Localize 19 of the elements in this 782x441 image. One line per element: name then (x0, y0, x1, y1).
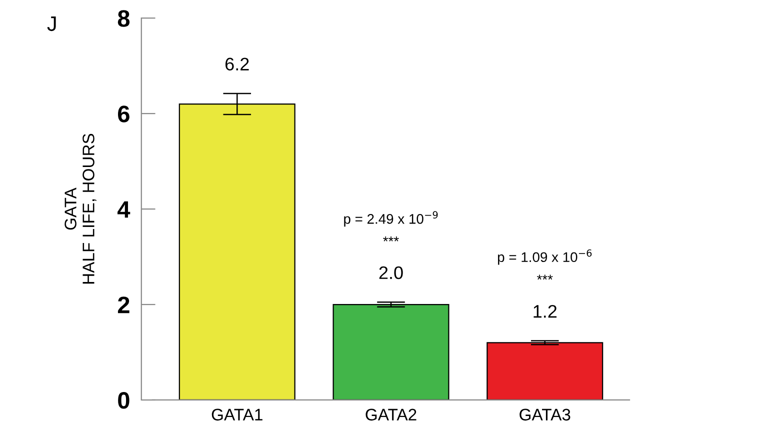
text: J (47, 16, 56, 32)
annotation: *** (536, 274, 553, 280)
annotation: p = 2.49 x 10$^{−9}$ (344, 211, 438, 227)
y-tick-label: 2 (118, 296, 130, 314)
y-tick-label: 8 (118, 10, 130, 27)
x-tick-label: GATA3 (520, 408, 570, 421)
x-tick-label: GATA1 (212, 408, 262, 421)
y-tick-label: 4 (117, 201, 130, 218)
y-tick-label: 0 (118, 392, 130, 409)
x-tick-label: GATA2 (366, 408, 416, 421)
annotation: *** (383, 236, 399, 242)
bar (486, 342, 604, 400)
y-tick-label: 6 (118, 106, 130, 122)
data-label: 1.2 (534, 304, 557, 318)
data-label: 2.0 (379, 266, 403, 280)
bar (332, 304, 450, 400)
annotation: p = 1.09 x 10$^{−6}$ (498, 249, 592, 265)
data-label: 6.2 (225, 58, 249, 70)
y-axis-title: GATA HALF LIFE, HOURS (64, 134, 96, 284)
